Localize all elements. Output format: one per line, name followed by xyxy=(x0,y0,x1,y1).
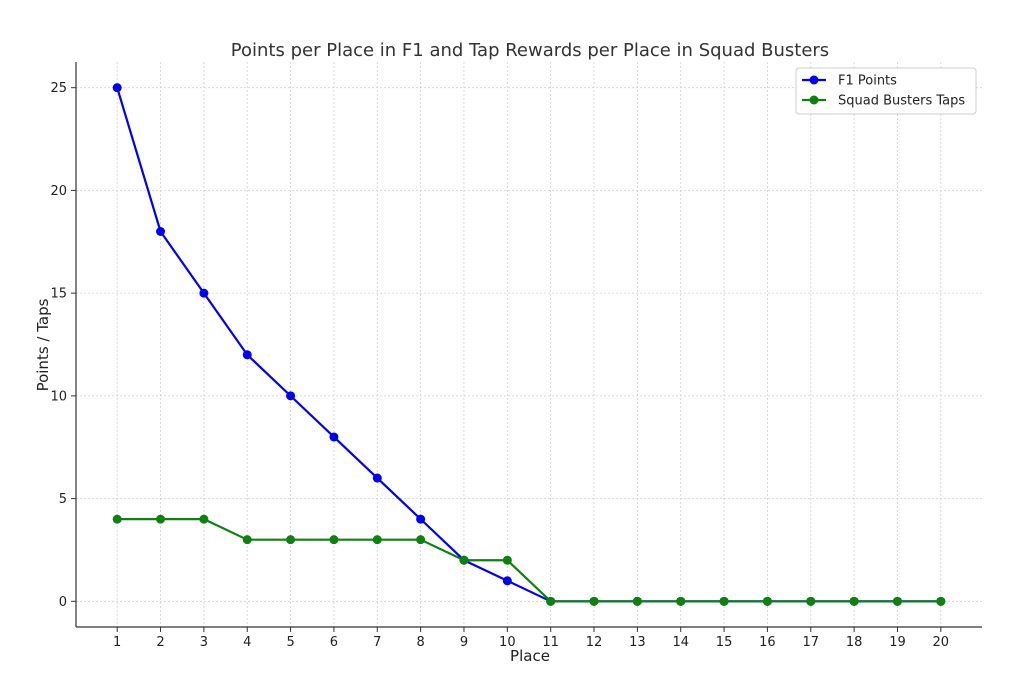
f1-points-point xyxy=(286,391,296,401)
x-tick-label: 20 xyxy=(933,635,950,650)
x-tick-label: 6 xyxy=(330,635,338,650)
f1-points-point xyxy=(372,473,382,483)
x-tick-label: 12 xyxy=(586,635,603,650)
squad-busters-taps-point xyxy=(762,596,772,606)
squad-busters-taps-point xyxy=(719,596,729,606)
f1-points-point xyxy=(242,350,252,360)
squad-busters-taps-point xyxy=(676,596,686,606)
x-tick-label: 19 xyxy=(889,635,906,650)
squad-busters-taps-line xyxy=(117,518,941,603)
f1-points-point xyxy=(112,83,122,93)
legend-swatch-marker xyxy=(809,95,819,105)
x-tick-label: 14 xyxy=(672,635,689,650)
x-tick-label: 11 xyxy=(542,635,559,650)
squad-busters-taps-point xyxy=(632,596,642,606)
f1-points-point xyxy=(156,227,166,236)
f1-points-point xyxy=(329,432,339,442)
x-tick-label: 17 xyxy=(802,635,819,650)
squad-busters-taps-point xyxy=(806,596,816,606)
x-tick-label: 15 xyxy=(716,635,733,650)
legend-box xyxy=(795,67,977,115)
f1-points-point xyxy=(199,288,209,298)
y-tick-label: 25 xyxy=(50,81,67,96)
x-tick-label: 13 xyxy=(629,635,646,650)
squad-busters-taps-point xyxy=(936,596,946,606)
y-tick-label: 5 xyxy=(59,492,67,507)
x-axis-label: Place xyxy=(510,647,550,665)
squad-busters-taps-point xyxy=(416,535,426,545)
legend-label-squad-busters-taps: Squad Busters Taps xyxy=(838,94,965,109)
x-tick-label: 7 xyxy=(373,635,381,650)
squad-busters-taps-point xyxy=(372,535,382,545)
squad-busters-taps-point xyxy=(546,596,556,606)
squad-busters-taps-point xyxy=(112,514,122,524)
f1-points-point xyxy=(416,514,426,524)
squad-busters-taps-point xyxy=(242,535,252,545)
squad-busters-taps-point xyxy=(329,535,339,545)
x-tick-label: 10 xyxy=(499,635,516,650)
x-tick-label: 16 xyxy=(759,635,776,650)
x-tick-label: 5 xyxy=(286,635,294,650)
squad-busters-taps-point xyxy=(849,596,859,606)
squad-busters-taps-point xyxy=(589,596,599,606)
squad-busters-taps-point xyxy=(286,535,296,545)
x-tick-label: 8 xyxy=(416,635,424,650)
series-group xyxy=(112,83,946,606)
squad-busters-taps-point xyxy=(892,596,902,606)
squad-busters-taps-point xyxy=(502,555,512,565)
squad-busters-taps-point xyxy=(156,514,166,524)
y-tick-label: 0 xyxy=(59,595,67,610)
squad-busters-taps-point xyxy=(459,555,469,565)
x-tick-label: 9 xyxy=(460,635,468,650)
x-tick-label: 2 xyxy=(156,635,164,650)
legend-swatch-marker xyxy=(809,75,819,85)
y-tick-labels: 0 5 10 15 20 25 xyxy=(50,81,67,610)
y-axis-label: Points / Taps xyxy=(34,298,52,391)
y-tick-label: 20 xyxy=(50,184,67,199)
y-tick-label: 15 xyxy=(50,287,67,302)
x-tick-label: 1 xyxy=(113,635,121,650)
x-tick-label: 18 xyxy=(846,635,863,650)
f1-points-point xyxy=(502,576,512,586)
squad-busters-taps-point xyxy=(199,514,209,524)
x-tick-label: 4 xyxy=(243,635,251,650)
legend: F1 Points Squad Busters Taps xyxy=(795,67,977,115)
legend-label-f1-points: F1 Points xyxy=(838,74,897,89)
x-tick-label: 3 xyxy=(200,635,208,650)
chart-title: Points per Place in F1 and Tap Rewards p… xyxy=(231,40,829,61)
x-tick-labels: 1 2 3 4 5 6 7 8 9 10 11 12 13 14 15 16 17 18 19 20 xyxy=(113,635,949,650)
y-tick-label: 10 xyxy=(50,389,67,404)
grid-lines xyxy=(76,62,982,627)
axes xyxy=(71,62,982,632)
